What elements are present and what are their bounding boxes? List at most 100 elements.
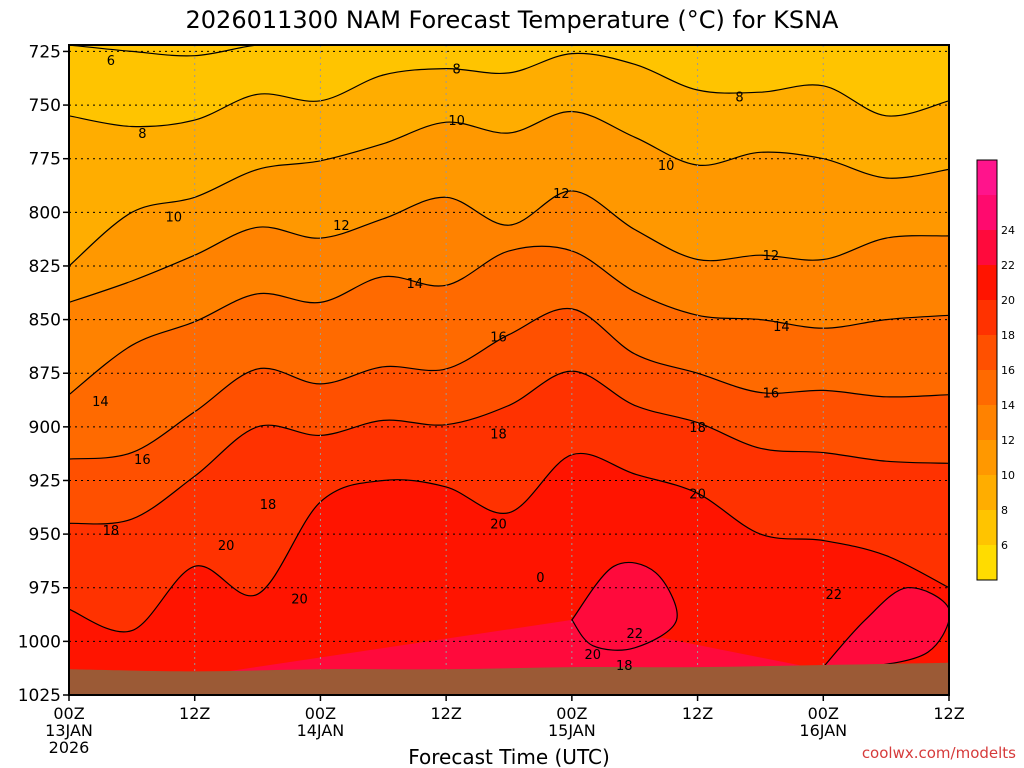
contour-label-13: 14 (92, 395, 109, 410)
contour-label-22: 20 (218, 539, 235, 554)
contour-line-22 (571, 561, 678, 651)
band-above-20 (69, 453, 949, 695)
contour-label-16: 18 (689, 421, 706, 436)
contour-label-10: 14 (406, 277, 423, 292)
colorbar-swatch-3 (977, 440, 997, 475)
colorbar-label-10: 10 (1001, 469, 1015, 482)
y-axis: 725 750 775 800 825 850 875 900 925 950 975 1000 102… (18, 42, 69, 706)
colorbar-swatch-6 (977, 335, 997, 370)
colorbar-label-12: 12 (1001, 434, 1015, 447)
colorbar-swatch-11 (977, 160, 997, 195)
temperature-fill-layer (69, 45, 949, 695)
contour-line-12 (69, 190, 949, 303)
colorbar-swatch-4 (977, 405, 997, 440)
x-tick-label-24-2: 14JAN (297, 721, 345, 740)
band-above-22 (69, 562, 949, 695)
contour-line-16 (69, 307, 949, 460)
contour-label-4: 10 (448, 114, 465, 129)
contour-label-24: 22 (825, 588, 842, 603)
contour-line-6 (69, 45, 949, 57)
terrain-layer (69, 662, 949, 695)
contour-label-1: 8 (452, 63, 460, 78)
y-tick-label-1025: 1025 (18, 686, 61, 706)
y-tick-label-900: 900 (29, 418, 61, 438)
y-tick-label-750: 750 (29, 96, 61, 116)
contour-label-14: 16 (763, 387, 780, 402)
contour-line-layer (69, 45, 949, 669)
contour-label-18: 18 (260, 498, 277, 513)
grid-layer (69, 45, 949, 695)
x-tick-label-0-1: 00Z (53, 704, 84, 723)
colorbar-label-8: 8 (1001, 504, 1008, 517)
y-tick-label-825: 825 (29, 257, 61, 277)
x-tick-label-72-1: 00Z (808, 704, 839, 723)
contour-line-10 (69, 110, 949, 267)
contour-label-19: 20 (689, 487, 706, 502)
colorbar-swatch-8 (977, 265, 997, 300)
y-tick-label-775: 775 (29, 150, 61, 170)
contour-label-8: 12 (333, 219, 350, 234)
x-tick-label-72-2: 16JAN (799, 721, 847, 740)
contour-label-7: 10 (165, 211, 182, 226)
y-tick-label-975: 975 (29, 579, 61, 599)
contour-label-0: 6 (107, 54, 115, 69)
terrain-surface (69, 662, 949, 695)
contour-label-21: 18 (103, 524, 120, 539)
contour-label-9: 12 (763, 249, 780, 264)
y-tick-label-950: 950 (29, 525, 61, 545)
colorbar-label-20: 20 (1001, 294, 1015, 307)
colorbar-swatch-7 (977, 300, 997, 335)
warm-pocket-2 (823, 587, 949, 669)
y-tick-label-800: 800 (29, 203, 61, 223)
plot-frame (68, 44, 950, 696)
contour-line-14 (69, 245, 949, 396)
contour-label-27: 20 (585, 648, 602, 663)
contour-label-3: 8 (138, 127, 146, 142)
contour-label-25: 0 (536, 571, 544, 586)
y-tick-label-850: 850 (29, 311, 61, 331)
x-tick-label-60-1: 12Z (682, 704, 713, 723)
colorbar-swatch-0 (977, 545, 997, 580)
contour-label-15: 18 (490, 427, 507, 442)
x-tick-label-24-1: 00Z (305, 704, 336, 723)
contour-label-28: 18 (616, 659, 633, 674)
x-tick-label-0-2: 13JAN (45, 721, 93, 740)
contour-label-layer: 6 8 8 8 10 10 12 10 12 12 14 14 16 14 16 18 18 16 18 20 20 18… (92, 54, 842, 674)
contour-label-6: 12 (553, 187, 570, 202)
contour-label-26: 22 (626, 627, 643, 642)
chart-title: 2026011300 NAM Forecast Temperature (°C)… (186, 6, 840, 34)
contour-label-20: 20 (490, 517, 507, 532)
x-axis-title: Forecast Time (UTC) (408, 745, 610, 768)
x-tick-label-12-1: 12Z (179, 704, 210, 723)
x-tick-label-0-3: 2026 (49, 738, 90, 757)
colorbar-label-14: 14 (1001, 399, 1015, 412)
contour-label-17: 16 (134, 453, 151, 468)
credit-text: coolwx.com/modelts (862, 744, 1016, 762)
y-tick-label-725: 725 (29, 42, 61, 62)
contour-label-11: 14 (773, 320, 790, 335)
y-tick-label-875: 875 (29, 364, 61, 384)
x-tick-label-36-1: 12Z (430, 704, 461, 723)
contour-line-20 (69, 452, 949, 633)
colorbar-label-22: 22 (1001, 259, 1015, 272)
colorbar-swatch-10 (977, 195, 997, 230)
colorbar-label-16: 16 (1001, 364, 1015, 377)
colorbar-label-24: 24 (1001, 224, 1015, 237)
x-tick-label-48-1: 00Z (556, 704, 587, 723)
colorbar-label-6: 6 (1001, 539, 1008, 552)
x-tick-label-84-1: 12Z (933, 704, 964, 723)
contour-line-8 (69, 52, 949, 128)
colorbar-swatch-2 (977, 475, 997, 510)
colorbar-swatch-1 (977, 510, 997, 545)
colorbar-swatch-5 (977, 370, 997, 405)
colorbar-label-18: 18 (1001, 329, 1015, 342)
colorbar-frame (976, 159, 998, 581)
contour-line-18 (69, 370, 949, 525)
y-tick-label-925: 925 (29, 471, 61, 491)
warm-pocket-1 (571, 562, 678, 651)
contour-label-23: 20 (291, 592, 308, 607)
contour-label-5: 10 (658, 159, 675, 174)
contour-label-2: 8 (735, 90, 743, 105)
